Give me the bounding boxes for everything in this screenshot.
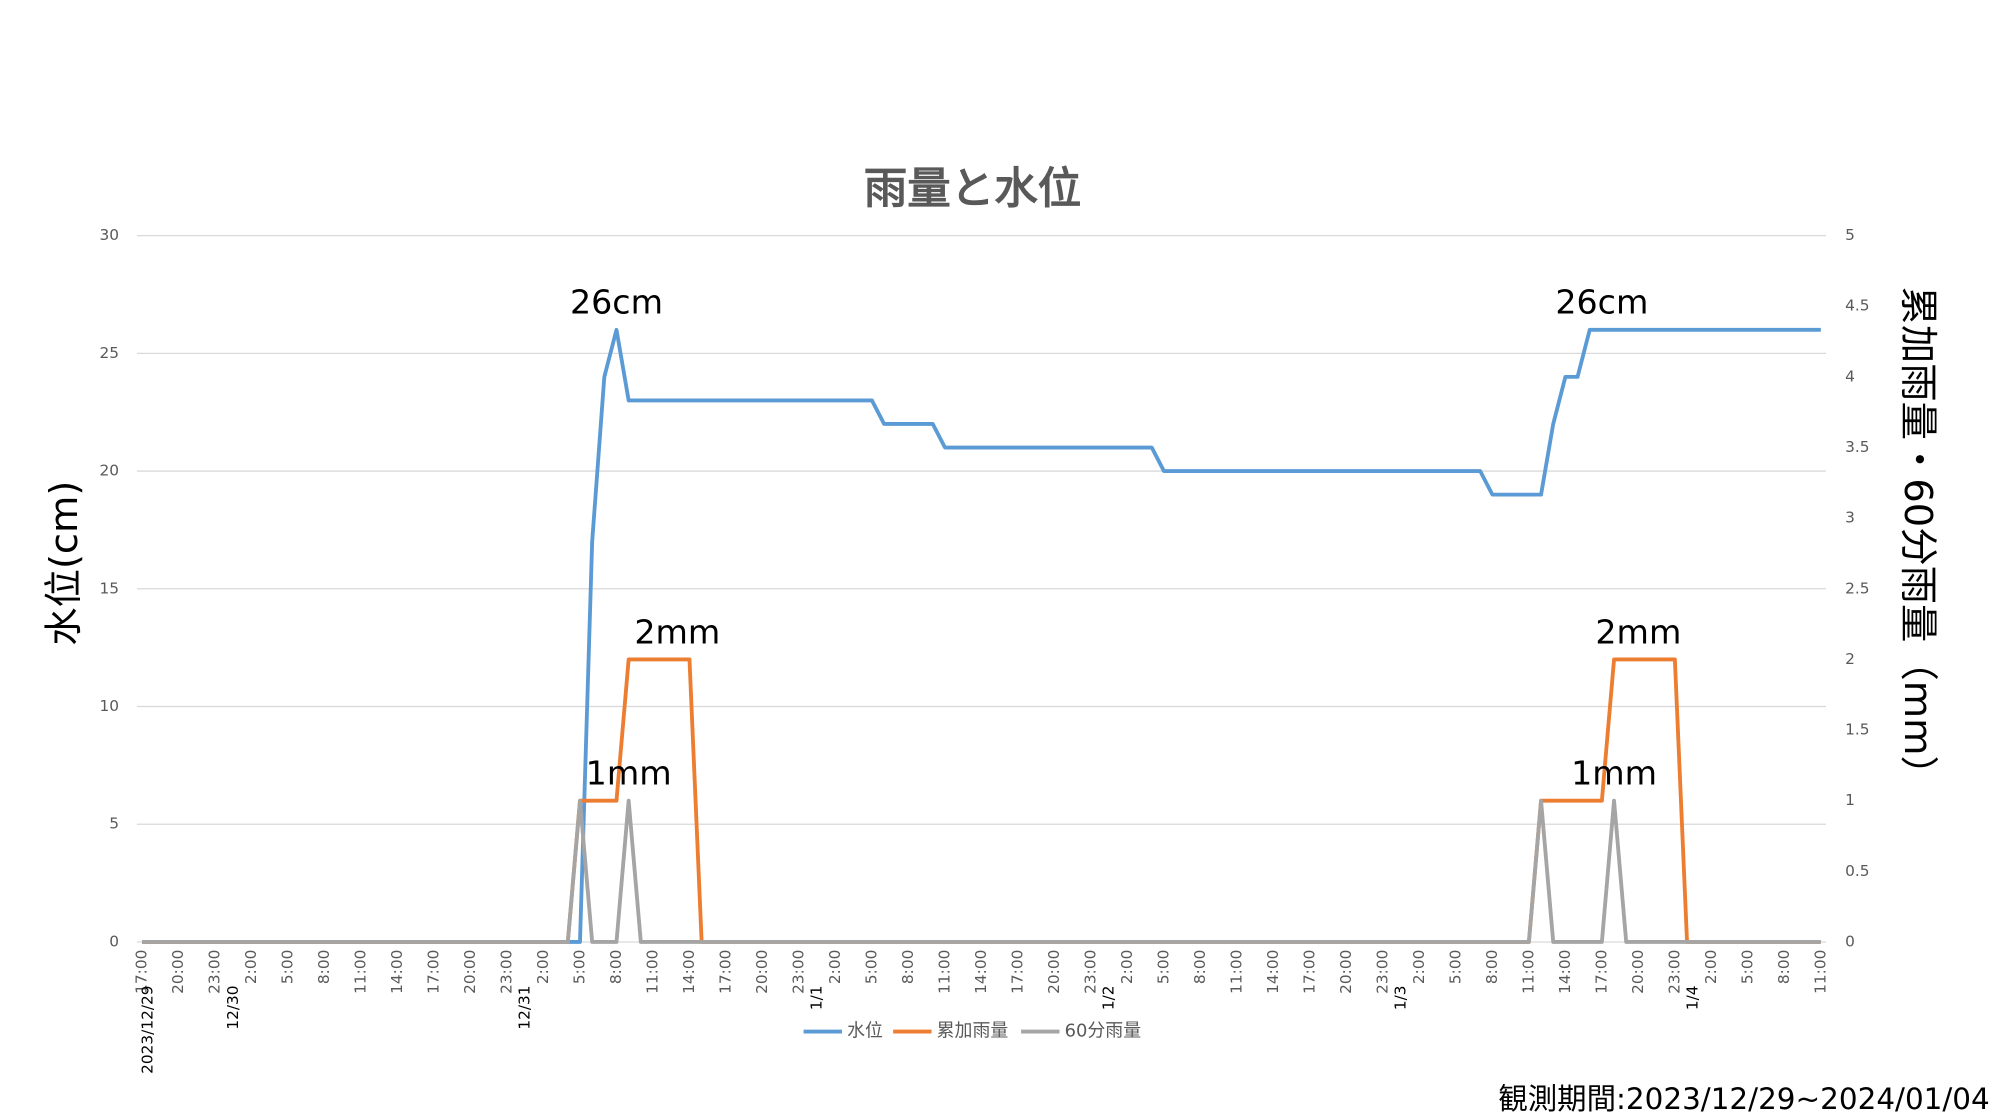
- x-tick-label: 20:00: [753, 950, 771, 994]
- annotation: 1mm: [1571, 754, 1657, 793]
- x-tick-label: 20:00: [1629, 950, 1647, 994]
- y2-tick-label: 3.5: [1845, 438, 1869, 456]
- y2-tick-label: 5: [1845, 226, 1855, 244]
- x-tick-label: 5:00: [279, 950, 297, 984]
- x-tick-label: 23:00: [497, 950, 515, 994]
- x-tick-label: 17:00: [1592, 950, 1610, 994]
- x-tick-label: 14:00: [1264, 950, 1282, 994]
- x-tick-label: 11:00: [1519, 950, 1537, 994]
- series-line: [142, 327, 1821, 944]
- x-tick-label: 11:00: [643, 950, 661, 994]
- y2-tick-label: 1.5: [1845, 721, 1869, 739]
- x-tick-label: 11:00: [352, 950, 370, 994]
- date-label: 12/30: [224, 985, 242, 1029]
- x-tick-label: 23:00: [789, 950, 807, 994]
- y-tick-label: 0: [109, 932, 119, 950]
- x-tick-label: 23:00: [1081, 950, 1099, 994]
- x-tick-label: 2:00: [1118, 950, 1136, 984]
- x-tick-label: 5:00: [1738, 950, 1756, 984]
- x-tick-label: 17:00: [1300, 950, 1318, 994]
- x-tick-label: 2:00: [826, 950, 844, 984]
- x-tick-label: 8:00: [1775, 950, 1793, 984]
- chart-title: 雨量と水位: [864, 165, 1082, 215]
- annotation: 2mm: [1595, 612, 1681, 651]
- x-tick-label: 20:00: [169, 950, 187, 994]
- date-label: 12/31: [516, 985, 534, 1029]
- x-tick-label: 20:00: [1337, 950, 1355, 994]
- y2-tick-label: 2.5: [1845, 579, 1869, 597]
- annotation: 26cm: [570, 283, 663, 322]
- x-tick-label: 2:00: [242, 950, 260, 984]
- x-tick-label: 14:00: [680, 950, 698, 994]
- y-tick-label: 5: [109, 815, 119, 833]
- y-tick-label: 10: [99, 697, 119, 715]
- x-tick-label: 5:00: [1446, 950, 1464, 984]
- y2-tick-label: 3: [1845, 509, 1855, 527]
- legend-label: 60分雨量: [1065, 1021, 1142, 1042]
- legend-label: 累加雨量: [937, 1021, 1009, 1042]
- y-tick-label: 25: [99, 344, 119, 362]
- date-label: 1/1: [808, 985, 826, 1010]
- x-tick-label: 8:00: [607, 950, 625, 984]
- x-tick-label: 8:00: [1483, 950, 1501, 984]
- y2-tick-label: 0.5: [1845, 862, 1869, 880]
- date-label: 2023/12/29: [139, 985, 157, 1073]
- x-tick-label: 14:00: [972, 950, 990, 994]
- x-tick-label: 20:00: [1045, 950, 1063, 994]
- y2-axis-title: 累加雨量・60分雨量（mm）: [1895, 286, 1940, 793]
- annotation: 26cm: [1555, 283, 1648, 322]
- x-tick-label: 17:00: [1008, 950, 1026, 994]
- x-tick-label: 20:00: [461, 950, 479, 994]
- x-tick-label: 5:00: [570, 950, 588, 984]
- y2-tick-label: 4: [1845, 367, 1855, 385]
- y-tick-label: 20: [99, 462, 119, 480]
- y-axis-title: 水位(cm): [42, 481, 87, 646]
- x-tick-label: 11:00: [1227, 950, 1245, 994]
- x-tick-label: 8:00: [899, 950, 917, 984]
- x-tick-label: 2:00: [1702, 950, 1720, 984]
- x-tick-label: 17:00: [133, 950, 151, 994]
- x-tick-label: 5:00: [862, 950, 880, 984]
- footnote: 観測期間:2023/12/29~2024/01/04: [1498, 1082, 1989, 1116]
- x-tick-label: 2:00: [534, 950, 552, 984]
- y-tick-label: 15: [99, 579, 119, 597]
- date-label: 1/3: [1392, 985, 1410, 1010]
- x-tick-label: 23:00: [1665, 950, 1683, 994]
- x-tick-label: 8:00: [315, 950, 333, 984]
- series-line: [142, 798, 1821, 944]
- x-tick-label: 17:00: [425, 950, 443, 994]
- annotation: 2mm: [634, 612, 720, 651]
- date-label: 1/4: [1684, 985, 1702, 1010]
- y2-tick-label: 2: [1845, 650, 1855, 668]
- x-tick-label: 11:00: [1811, 950, 1829, 994]
- y-tick-label: 30: [99, 226, 119, 244]
- y2-tick-label: 4.5: [1845, 297, 1869, 315]
- x-tick-label: 23:00: [206, 950, 224, 994]
- series-line: [142, 657, 1821, 944]
- date-label: 1/2: [1100, 985, 1118, 1010]
- x-tick-label: 17:00: [716, 950, 734, 994]
- annotation: 1mm: [586, 754, 672, 793]
- x-tick-label: 2:00: [1410, 950, 1428, 984]
- x-tick-label: 14:00: [1556, 950, 1574, 994]
- x-tick-label: 11:00: [935, 950, 953, 994]
- y2-tick-label: 1: [1845, 791, 1855, 809]
- legend-label: 水位: [847, 1021, 883, 1042]
- x-tick-label: 8:00: [1191, 950, 1209, 984]
- x-tick-label: 5:00: [1154, 950, 1172, 984]
- y2-tick-label: 0: [1845, 932, 1855, 950]
- x-tick-label: 14:00: [388, 950, 406, 994]
- x-tick-label: 23:00: [1373, 950, 1391, 994]
